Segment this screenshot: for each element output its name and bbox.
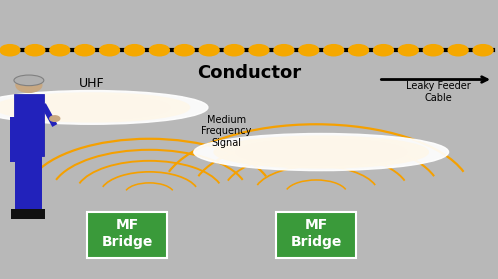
Circle shape bbox=[274, 45, 294, 56]
FancyBboxPatch shape bbox=[14, 94, 44, 156]
FancyBboxPatch shape bbox=[11, 209, 28, 219]
Circle shape bbox=[199, 45, 219, 56]
Text: Medium
Frequency
Signal: Medium Frequency Signal bbox=[201, 115, 252, 148]
Ellipse shape bbox=[80, 105, 105, 109]
Text: UHF: UHF bbox=[79, 77, 105, 90]
Circle shape bbox=[398, 45, 418, 56]
Circle shape bbox=[149, 45, 169, 56]
Circle shape bbox=[349, 45, 369, 56]
Text: Leaky Feeder
Cable: Leaky Feeder Cable bbox=[406, 81, 471, 103]
FancyBboxPatch shape bbox=[276, 212, 356, 258]
Circle shape bbox=[299, 45, 319, 56]
Circle shape bbox=[0, 45, 20, 56]
Ellipse shape bbox=[236, 140, 406, 164]
Ellipse shape bbox=[308, 150, 335, 154]
Circle shape bbox=[324, 45, 344, 56]
Text: Conductor: Conductor bbox=[197, 64, 301, 81]
Circle shape bbox=[50, 45, 70, 56]
Ellipse shape bbox=[258, 143, 384, 161]
FancyBboxPatch shape bbox=[87, 212, 167, 258]
Circle shape bbox=[174, 45, 194, 56]
Circle shape bbox=[423, 45, 443, 56]
Circle shape bbox=[448, 45, 468, 56]
Circle shape bbox=[249, 45, 269, 56]
Text: MF
Bridge: MF Bridge bbox=[290, 218, 342, 249]
Circle shape bbox=[50, 116, 60, 121]
Circle shape bbox=[25, 45, 45, 56]
Ellipse shape bbox=[283, 146, 360, 158]
Ellipse shape bbox=[35, 99, 149, 116]
FancyBboxPatch shape bbox=[28, 153, 42, 211]
Text: MF
Bridge: MF Bridge bbox=[101, 218, 153, 249]
Ellipse shape bbox=[57, 102, 127, 112]
Circle shape bbox=[374, 45, 393, 56]
Ellipse shape bbox=[194, 134, 449, 170]
Circle shape bbox=[473, 45, 493, 56]
Circle shape bbox=[124, 45, 144, 56]
Polygon shape bbox=[41, 103, 57, 127]
Circle shape bbox=[224, 45, 244, 56]
Circle shape bbox=[16, 78, 42, 92]
Circle shape bbox=[100, 45, 120, 56]
FancyBboxPatch shape bbox=[10, 117, 19, 162]
Circle shape bbox=[75, 45, 95, 56]
FancyBboxPatch shape bbox=[15, 153, 29, 211]
FancyBboxPatch shape bbox=[28, 209, 45, 219]
Ellipse shape bbox=[14, 75, 44, 86]
Ellipse shape bbox=[15, 96, 169, 119]
Ellipse shape bbox=[214, 136, 428, 168]
Ellipse shape bbox=[0, 91, 208, 124]
Ellipse shape bbox=[0, 93, 189, 122]
